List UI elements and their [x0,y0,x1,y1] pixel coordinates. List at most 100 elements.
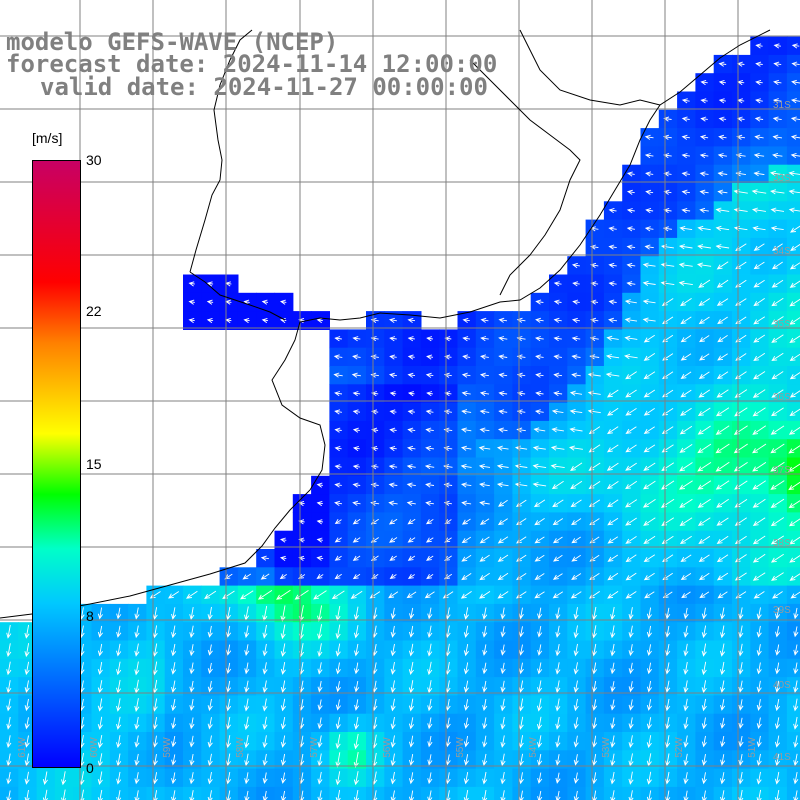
wind-arrow [643,554,656,563]
wind-arrow [553,354,562,360]
wind-arrow [756,789,762,800]
wind-arrow [463,735,470,748]
wind-arrow [607,536,619,544]
wind-arrow [720,772,726,785]
wind-arrow [280,790,287,800]
wind-arrow [573,735,579,748]
wind-arrow [171,625,177,639]
wind-arrow [389,409,397,415]
longitude-label: 59W [161,737,173,758]
wind-arrow [771,352,784,362]
wind-arrow [590,281,599,287]
wind-arrow [771,261,783,270]
wind-arrow [700,116,708,122]
wind-arrow [683,735,689,748]
wind-arrow [354,699,360,711]
wind-arrow [646,735,652,749]
wind-arrow [679,225,693,232]
wind-arrow [244,644,250,657]
wind-arrow [555,790,561,800]
wind-arrow [571,336,581,342]
wind-arrow [335,717,341,730]
wind-arrow [753,334,766,343]
wind-arrow [24,661,30,676]
wind-arrow [738,680,744,693]
wind-arrow [628,644,634,657]
wind-arrow [498,409,508,415]
wind-arrow [720,680,726,694]
wind-arrow [498,390,508,397]
wind-arrow [791,61,800,67]
wind-arrow [116,625,122,638]
wind-arrow [152,717,158,730]
wind-speed-cell [786,237,800,257]
wind-arrow [756,753,762,767]
wind-arrow [698,554,710,562]
wind-arrow [770,461,785,472]
wind-arrow [770,517,785,527]
wind-arrow [335,752,341,768]
wind-arrow [317,699,323,711]
wind-arrow [460,591,472,599]
wind-arrow [500,753,506,767]
wind-arrow [408,680,414,694]
wind-arrow [754,116,764,122]
wind-arrow [625,536,637,544]
wind-arrow [497,591,509,599]
wind-arrow [390,735,396,748]
wind-arrow [317,680,323,693]
wind-arrow [134,607,140,620]
wind-arrow [788,481,800,491]
wind-arrow [6,716,12,730]
wind-arrow [646,644,652,657]
wind-arrow [552,573,563,580]
wind-arrow [752,535,766,545]
wind-arrow [333,372,343,378]
wind-arrow [697,443,712,454]
wind-arrow [628,662,634,675]
wind-arrow [225,698,232,712]
wind-arrow [608,281,617,287]
wind-arrow [171,662,177,675]
wind-arrow [408,754,415,766]
wind-arrow [717,153,727,159]
wind-arrow [409,607,415,620]
wind-arrow [334,518,342,525]
wind-arrow [426,555,434,561]
wind-arrow [536,716,543,730]
wind-arrow [518,772,524,785]
wind-arrow [280,680,286,694]
wind-arrow [699,134,709,140]
wind-arrow [518,735,524,749]
wind-arrow [534,573,545,580]
wind-arrow [186,590,198,599]
wind-arrow [168,591,180,599]
wind-arrow [555,772,561,784]
wind-arrow [775,626,781,638]
wind-arrow [753,261,765,270]
wind-arrow [790,134,800,140]
wind-arrow [553,336,562,342]
wind-arrow [535,390,544,397]
wind-arrow [591,662,598,675]
wind-arrow [316,482,323,488]
wind-arrow [555,607,561,620]
wind-arrow [605,354,620,360]
wind-arrow [555,662,561,675]
wind-arrow [756,680,762,693]
wind-arrow [390,717,396,730]
wind-arrow [699,189,709,195]
wind-arrow [756,644,762,657]
wind-arrow [625,426,637,434]
wind-arrow [335,734,341,750]
wind-arrow [793,716,799,730]
wind-arrow [625,517,637,526]
wind-arrow [683,680,689,694]
wind-arrow [738,699,744,711]
wind-arrow [537,607,543,620]
wind-arrow [352,391,361,397]
wind-arrow [407,336,415,342]
wind-arrow [716,261,729,270]
wind-arrow [607,554,619,562]
wind-arrow [463,644,469,657]
